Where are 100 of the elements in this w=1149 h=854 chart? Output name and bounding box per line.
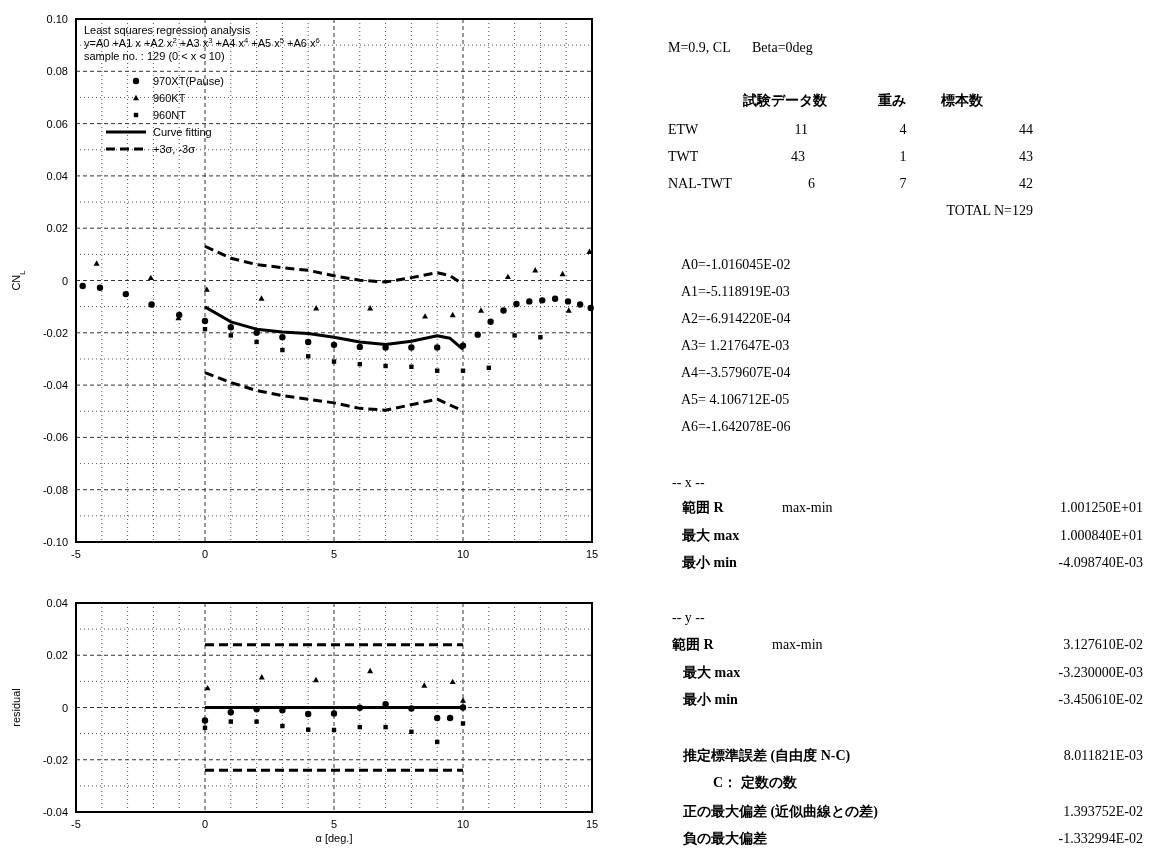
- text: max-min: [772, 637, 823, 652]
- text: NAL-TWT: [668, 176, 733, 191]
- point: [474, 331, 481, 338]
- text: A6=-1.642078E-06: [681, 419, 791, 434]
- text: TWT: [668, 149, 699, 164]
- y-tick-label: 0: [61, 274, 68, 287]
- y-tick-label: 0.02: [46, 222, 68, 235]
- point: [201, 717, 209, 724]
- text: 最小 min: [682, 692, 739, 707]
- point: [227, 709, 234, 716]
- text: 4: [899, 122, 907, 137]
- text: -- x --: [672, 475, 705, 490]
- point: [434, 714, 441, 722]
- y-tick-label: -0.02: [42, 753, 68, 766]
- y-tick-label: 0.02: [46, 649, 68, 662]
- point: [587, 304, 594, 312]
- point: [253, 329, 260, 336]
- point: [460, 697, 466, 703]
- point: [147, 274, 154, 281]
- point: [539, 297, 546, 304]
- text: 1: [899, 149, 907, 164]
- text: ETW: [668, 122, 700, 137]
- point: [383, 724, 388, 730]
- y-tick-label: -0.06: [42, 431, 68, 444]
- point: [409, 729, 414, 734]
- point: [512, 333, 517, 338]
- y-tick-label: -0.02: [42, 326, 68, 339]
- point: [526, 298, 533, 305]
- x-tick-label: -5: [71, 548, 81, 560]
- point: [434, 344, 441, 351]
- point: [203, 286, 210, 292]
- y-tick-label: 0.04: [46, 597, 68, 609]
- point: [513, 300, 520, 308]
- text: 範囲 R: [681, 500, 725, 515]
- text: A0=-1.016045E-02: [681, 257, 791, 272]
- point: [96, 284, 104, 292]
- point: [122, 290, 129, 298]
- point: [460, 721, 466, 726]
- point: [408, 344, 415, 351]
- text: M=0.9, CL: [668, 40, 731, 55]
- point: [576, 301, 584, 308]
- text: 6: [808, 176, 815, 191]
- point: [478, 307, 485, 313]
- text: 最大 max: [681, 528, 740, 543]
- text: -3.230000E-03: [1058, 665, 1143, 680]
- x-tick-label: 15: [585, 548, 599, 560]
- point: [258, 673, 265, 680]
- y-tick-label: -0.04: [42, 379, 68, 392]
- y-tick-label: 0.04: [46, 169, 68, 182]
- point: [459, 704, 467, 711]
- point: [532, 267, 539, 273]
- point: [280, 347, 285, 353]
- point: [500, 307, 507, 314]
- point: [148, 301, 155, 308]
- legend-label: 970XT(Pause): [153, 75, 224, 87]
- text: A2=-6.914220E-04: [681, 311, 791, 326]
- legend-label: +3σ, -3σ: [153, 143, 196, 155]
- text: 11: [794, 122, 808, 137]
- y-axis-title: residual: [10, 688, 22, 727]
- line-series: [203, 371, 465, 413]
- y-tick-label: -0.10: [42, 536, 68, 548]
- point: [279, 334, 286, 341]
- text: TOTAL N=129: [946, 203, 1033, 218]
- point: [254, 719, 259, 724]
- point: [565, 307, 572, 313]
- text: 最大 max: [682, 665, 741, 680]
- annotation: sample no. : 129 (0 < x < 10): [84, 50, 225, 62]
- x-tick-label: 10: [456, 548, 470, 560]
- point: [449, 311, 456, 318]
- line-series: [203, 305, 465, 351]
- text: 1.393752E-02: [1063, 804, 1143, 819]
- x-tick-label: 0: [201, 818, 209, 830]
- point: [551, 295, 559, 303]
- text: 7: [899, 176, 907, 191]
- y-tick-label: 0.10: [46, 13, 68, 25]
- point: [422, 313, 429, 319]
- point: [449, 678, 456, 685]
- point: [228, 333, 233, 338]
- x-tick-label: 5: [330, 818, 338, 830]
- legend-label: 960KT: [153, 92, 186, 104]
- text: 8.011821E-03: [1063, 748, 1143, 763]
- text: 範囲 R: [671, 637, 715, 652]
- text: 重み: [877, 93, 906, 108]
- text: 1.001250E+01: [1060, 500, 1143, 515]
- text: 最小 min: [681, 555, 738, 570]
- point: [254, 339, 259, 345]
- x-tick-label: 10: [456, 818, 470, 830]
- point: [201, 317, 209, 325]
- point: [383, 363, 388, 369]
- text: Beta=0deg: [752, 40, 813, 55]
- text: -4.098740E-03: [1058, 555, 1143, 570]
- y-tick-label: 0.06: [46, 117, 68, 130]
- y-tick-label: -0.04: [42, 806, 68, 818]
- point: [330, 341, 338, 349]
- text: A4=-3.579607E-04: [681, 365, 791, 380]
- point: [258, 295, 265, 301]
- text: A5= 4.106712E-05: [681, 392, 790, 407]
- point: [306, 354, 311, 359]
- point: [331, 359, 337, 364]
- point: [421, 682, 428, 688]
